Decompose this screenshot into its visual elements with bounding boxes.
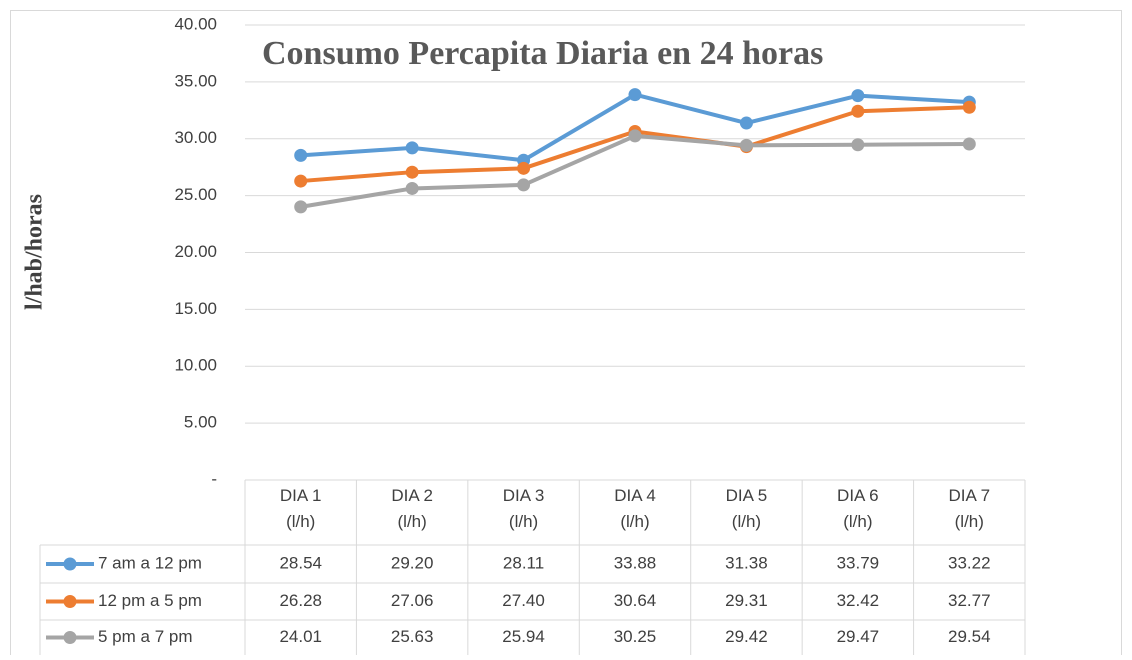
x-tick-label-line: DIA 1: [280, 486, 322, 505]
table-cell: 32.42: [837, 591, 880, 610]
y-tick-label: 5.00: [184, 413, 217, 432]
point: [851, 89, 865, 103]
x-tick-label-line: (l/h): [620, 512, 649, 531]
x-tick-label: DIA 3 (l/h): [503, 486, 545, 531]
table-cell: 33.79: [837, 553, 880, 572]
point: [962, 137, 976, 151]
legend-key: [63, 557, 77, 571]
x-tick-label: DIA 5 (l/h): [726, 486, 768, 531]
x-tick-label-line: (l/h): [843, 512, 872, 531]
table-cell: 26.28: [279, 591, 322, 610]
x-tick-label: DIA 6 (l/h): [837, 486, 879, 531]
point: [517, 161, 531, 175]
point: [517, 178, 531, 192]
x-tick-label-line: (l/h): [286, 512, 315, 531]
point: [405, 181, 419, 195]
chart-title: Consumo Percapita Diaria en 24 horas: [262, 35, 823, 72]
point: [628, 88, 642, 102]
table-cell: 29.54: [948, 627, 991, 646]
x-tick-label-line: (l/h): [398, 512, 427, 531]
table-cell: 29.47: [837, 627, 880, 646]
y-tick-label: 10.00: [174, 356, 217, 375]
x-tick-label-line: (l/h): [732, 512, 761, 531]
x-tick-label: DIA 7 (l/h): [948, 486, 990, 531]
x-tick-label-line: (l/h): [509, 512, 538, 531]
point: [851, 138, 865, 152]
y-tick-label: 30.00: [174, 128, 217, 147]
x-tick-label-line: DIA 3: [503, 486, 545, 505]
table-cell: 25.63: [391, 627, 434, 646]
table-cell: 29.42: [725, 627, 768, 646]
table-cell: 33.88: [614, 553, 657, 572]
x-tick-label-line: DIA 6: [837, 486, 879, 505]
table-cell: 33.22: [948, 553, 991, 572]
legend-key: [63, 631, 77, 644]
point: [294, 200, 308, 214]
table-cell: 30.25: [614, 627, 657, 646]
point: [405, 141, 419, 155]
table-cell: 24.01: [279, 627, 322, 646]
point: [962, 100, 976, 114]
legend-label: 7 am a 12 pm: [98, 553, 202, 572]
point: [739, 116, 753, 130]
point: [405, 165, 419, 179]
point: [739, 138, 753, 152]
y-tick-label: 25.00: [174, 185, 217, 204]
y-tick-label: -: [211, 469, 217, 488]
legend-label: 5 pm a 7 pm: [98, 627, 193, 646]
x-tick-label: DIA 2 (l/h): [391, 486, 433, 531]
y-tick-label: 20.00: [174, 242, 217, 261]
table-cell: 27.06: [391, 591, 434, 610]
y-axis-label: l/hab/horas: [22, 194, 48, 310]
x-tick-label-line: DIA 5: [726, 486, 768, 505]
legend-key: [63, 595, 77, 608]
table-cell: 31.38: [725, 553, 768, 572]
x-tick-label-line: (l/h): [955, 512, 984, 531]
y-tick-label: 15.00: [174, 299, 217, 318]
table-cell: 30.64: [614, 591, 657, 610]
table-cell: 28.54: [279, 553, 322, 572]
point: [628, 129, 642, 143]
y-tick-label: 40.00: [174, 14, 217, 33]
table-cell: 28.11: [503, 553, 544, 572]
point: [294, 148, 308, 162]
y-tick-label: 35.00: [174, 71, 217, 90]
chart-border: [10, 10, 1122, 660]
table-cell: 27.40: [502, 591, 545, 610]
table-cell: 29.31: [725, 591, 768, 610]
legend-label: 12 pm a 5 pm: [98, 591, 202, 610]
point: [294, 174, 308, 188]
x-tick-label: DIA 4 (l/h): [614, 486, 656, 531]
x-tick-label-line: DIA 7: [948, 486, 990, 505]
table-cell: 32.77: [948, 591, 991, 610]
table-cell: 29.20: [391, 553, 434, 572]
table-cell: 25.94: [502, 627, 545, 646]
point: [851, 104, 865, 118]
x-tick-label-line: DIA 4: [614, 486, 656, 505]
x-tick-label: DIA 1 (l/h): [280, 486, 322, 531]
x-tick-label-line: DIA 2: [391, 486, 433, 505]
